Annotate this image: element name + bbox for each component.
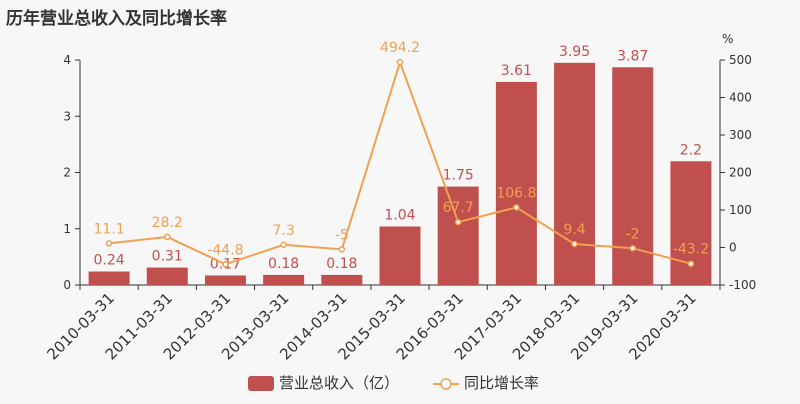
revenue-bar [379,226,421,285]
y-right-tick-label: 200 [729,166,752,180]
revenue-bar-label: 3.95 [559,44,590,60]
growth-rate-label: -5 [335,227,349,243]
y-right-tick-label: 400 [729,91,752,105]
revenue-bar [263,274,305,285]
growth-rate-point [105,240,113,247]
legend-revenue-label: 营业总收入（亿） [279,374,399,392]
revenue-bar [321,274,363,285]
growth-rate-label: 9.4 [563,222,585,238]
revenue-bar [495,81,537,285]
y-left-tick-label: 1 [63,222,71,236]
growth-rate-point [280,241,287,249]
legend-revenue-swatch [248,376,274,391]
y-left-tick-label: 0 [63,278,71,292]
growth-rate-label: 28.2 [152,215,183,231]
growth-rate-label: -43.2 [673,242,709,258]
chart-title: 历年营业总收入及同比增长率 [6,9,227,29]
growth-rate-point [629,245,636,252]
growth-rate-label: -44.8 [207,242,243,258]
revenue-bar [204,275,246,285]
growth-rate-point [396,58,404,66]
growth-rate-point [222,261,229,268]
revenue-bar [88,271,130,285]
revenue-bar [437,186,479,285]
growth-rate-label: 67.7 [443,200,474,216]
y-left-tick-label: 3 [63,109,71,123]
revenue-bar [554,62,596,285]
legend-growth-label: 同比增长率 [464,374,539,392]
revenue-bar-label: 3.87 [617,48,648,64]
y-right-unit-label: % [722,32,733,46]
revenue-bar-label: 0.24 [94,253,125,269]
legend-growth-swatch-marker [440,378,452,390]
growth-rate-label: 7.3 [273,223,295,239]
growth-rate-point [338,246,346,253]
revenue-bar [146,267,188,285]
y-right-tick-label: 300 [729,128,752,142]
revenue-bar-label: 0.31 [152,249,183,265]
growth-rate-label: 11.1 [94,221,125,237]
growth-rate-label: 494.2 [380,40,420,56]
revenue-bar-label: 0.18 [326,256,357,272]
growth-rate-point [454,218,462,226]
revenue-bar-label: 3.61 [501,63,532,79]
y-right-tick-label: 0 [729,241,737,255]
revenue-bar-label: 2.2 [680,142,702,158]
growth-rate-point [164,233,171,241]
growth-rate-label: 106.8 [496,185,536,201]
revenue-bar-label: 1.04 [384,208,415,224]
growth-rate-point [687,260,695,267]
growth-rate-point [513,204,520,211]
revenue-bar-label: 0.18 [268,256,299,272]
y-right-tick-label: 100 [729,203,752,217]
y-right-tick-label: 500 [729,53,752,67]
y-left-tick-label: 4 [63,53,71,67]
growth-rate-label: -2 [626,226,640,242]
revenue-bar-label: 1.75 [443,168,474,184]
y-right-tick-label: -100 [729,278,756,292]
y-left-tick-label: 2 [63,166,71,180]
growth-rate-point [571,240,578,248]
